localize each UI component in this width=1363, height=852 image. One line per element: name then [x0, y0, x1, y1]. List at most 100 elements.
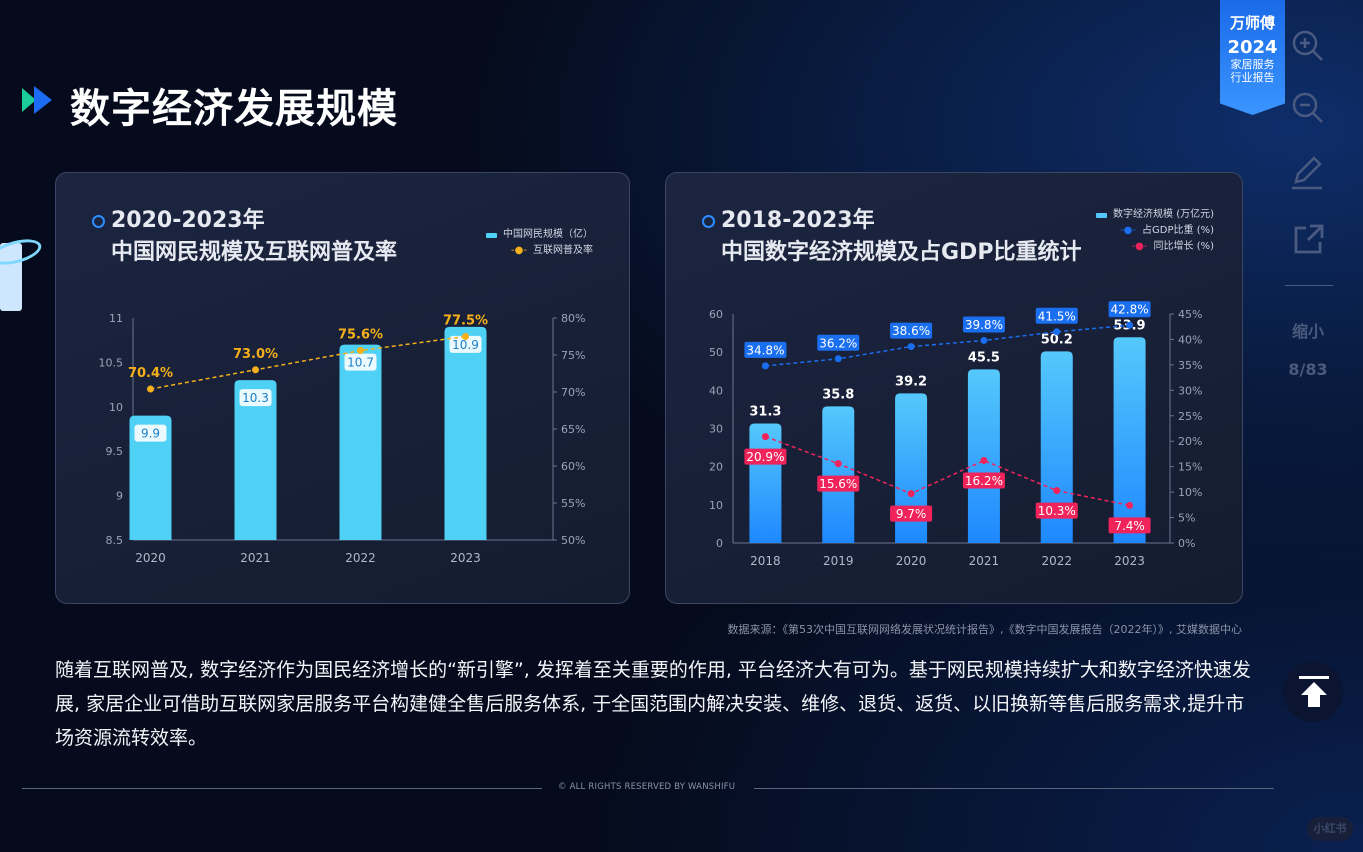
y-tick-label: 8.5 — [106, 534, 124, 547]
report-badge: 万师傅 2024 家居服务 行业报告 — [1220, 0, 1285, 115]
card-year-range: 2018-2023年 — [721, 208, 875, 233]
x-tick-label: 2021 — [240, 551, 271, 565]
y2-tick-label: 75% — [561, 349, 585, 362]
bar — [1040, 351, 1073, 543]
bar — [444, 326, 487, 540]
data-point — [761, 433, 769, 441]
card-subtitle: 中国数字经济规模及占GDP比重统计 — [721, 240, 1082, 265]
y2-tick-label: 15% — [1178, 461, 1202, 474]
page-title: 数字经济发展规模 — [70, 86, 398, 132]
external-link-icon[interactable] — [1290, 222, 1326, 258]
x-tick-label: 2023 — [1114, 554, 1145, 568]
data-point — [1126, 321, 1134, 329]
x-tick-label: 2022 — [345, 551, 376, 565]
y-tick-label: 0 — [716, 537, 723, 550]
copyright: © ALL RIGHTS RESERVED BY WANSHIFU — [558, 782, 736, 792]
data-point — [980, 457, 988, 465]
data-point — [761, 362, 769, 370]
bar-label: 10.9 — [452, 338, 479, 352]
bar-label: 31.3 — [749, 405, 781, 420]
series-line — [765, 435, 1130, 507]
line-label-bg — [1108, 517, 1151, 534]
bar — [129, 415, 172, 540]
line-label-bg — [744, 341, 787, 358]
line-label: 15.6% — [819, 477, 857, 491]
y2-tick-label: 25% — [1178, 410, 1202, 423]
line-label: 77.5% — [443, 314, 488, 329]
x-tick-label: 2019 — [823, 554, 854, 568]
y2-tick-label: 35% — [1178, 359, 1202, 372]
data-point — [907, 343, 915, 351]
bar-label-bg — [239, 389, 272, 407]
badge-year: 2024 — [1227, 37, 1278, 58]
brand-logo: 万师傅 — [1229, 14, 1275, 32]
bar-label: 9.9 — [141, 427, 160, 441]
line-label-bg — [890, 322, 933, 339]
line-label: 20.9% — [746, 450, 784, 464]
bar — [1113, 337, 1146, 543]
legend-line[interactable]: -●- 互联网普及率 — [511, 245, 593, 256]
bar-label: 10.7 — [347, 356, 374, 370]
line-label: 42.8% — [1111, 303, 1149, 317]
y2-tick-label: 70% — [561, 386, 585, 399]
series-line — [150, 335, 466, 390]
line-label: 36.2% — [819, 336, 857, 350]
legend-bar[interactable]: 数字经济规模 (万亿元) — [1096, 207, 1214, 223]
double-play-arrow-icon — [22, 86, 52, 114]
line-label: 7.4% — [1114, 519, 1145, 533]
pencil-icon[interactable] — [1290, 154, 1326, 190]
line-label-bg — [890, 505, 933, 522]
line-label: 34.8% — [746, 343, 784, 357]
y2-tick-label: 0% — [1178, 537, 1195, 550]
card-year-range: 2020-2023年 — [111, 208, 265, 233]
data-point — [1053, 487, 1061, 495]
y2-tick-label: 55% — [561, 497, 585, 510]
line-label: 10.3% — [1038, 504, 1076, 518]
y-tick-label: 30 — [709, 423, 723, 436]
bar — [822, 406, 855, 543]
scroll-to-top-button[interactable] — [1283, 662, 1343, 722]
line-label: 73.0% — [233, 347, 278, 362]
data-point — [834, 460, 842, 468]
arrow-up-to-line-icon — [1299, 676, 1329, 707]
line-label: 70.4% — [128, 366, 173, 381]
data-point — [907, 490, 915, 498]
line-label-bg — [1108, 301, 1151, 318]
bar — [967, 369, 1000, 543]
y2-tick-label: 10% — [1178, 486, 1202, 499]
zoom-in-icon[interactable] — [1290, 28, 1326, 64]
line-label: 39.8% — [965, 318, 1003, 332]
data-point — [147, 385, 154, 393]
zoom-out-icon[interactable] — [1290, 90, 1326, 126]
line-label: 41.5% — [1038, 309, 1076, 323]
legend-line1[interactable]: -●- 占GDP比重 (%) — [1120, 225, 1214, 236]
data-point — [252, 366, 259, 374]
shrink-button[interactable]: 缩小 — [1291, 322, 1324, 341]
data-point — [462, 333, 469, 340]
x-tick-label: 2018 — [750, 554, 781, 568]
y2-tick-label: 40% — [1178, 333, 1202, 346]
y2-tick-label: 5% — [1178, 512, 1195, 525]
bar-label: 50.2 — [1041, 332, 1073, 347]
bar-label-bg — [449, 335, 482, 353]
promo-sticker[interactable] — [0, 233, 44, 313]
data-point — [357, 347, 364, 355]
x-tick-label: 2020 — [135, 551, 166, 565]
data-point — [980, 336, 988, 344]
legend-bar[interactable]: 中国网民规模（亿） — [486, 227, 593, 243]
line-label-bg — [962, 472, 1005, 489]
y2-tick-label: 65% — [561, 423, 585, 436]
bar-label: 10.3 — [242, 391, 269, 405]
y-tick-label: 9.5 — [106, 445, 124, 458]
badge-line1: 家居服务 — [1230, 58, 1275, 71]
y-tick-label: 40 — [709, 384, 723, 397]
line-label-bg — [1035, 307, 1078, 324]
legend-line2[interactable]: -●- 同比增长 (%) — [1131, 241, 1214, 252]
y-tick-label: 11 — [109, 312, 123, 325]
line-label-bg — [962, 316, 1005, 333]
badge-line2: 行业报告 — [1230, 71, 1275, 84]
line-label-bg — [817, 475, 860, 492]
series-line — [765, 324, 1130, 367]
bar — [234, 380, 277, 540]
